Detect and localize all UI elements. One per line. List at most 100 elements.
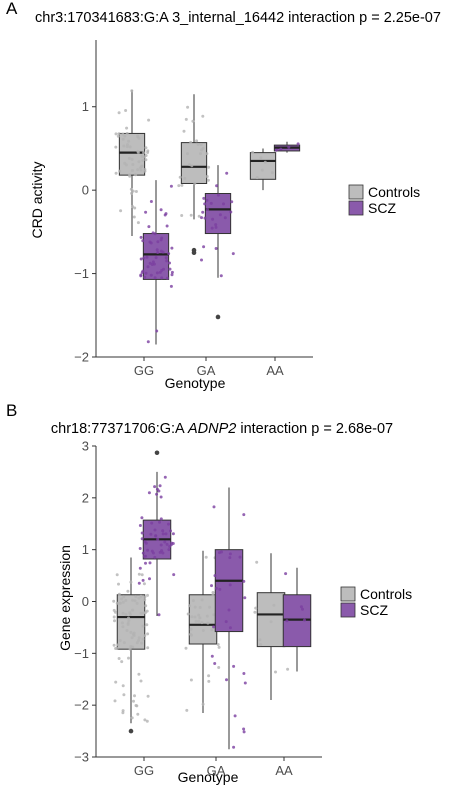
jitter-point: [122, 641, 126, 645]
jitter-point: [296, 142, 300, 146]
jitter-point: [157, 613, 161, 617]
jitter-point: [218, 587, 222, 591]
jitter-point: [144, 154, 148, 157]
jitter-point: [227, 608, 231, 612]
jitter-point: [121, 611, 125, 615]
jitter-point: [216, 643, 220, 646]
jitter-point: [140, 537, 144, 541]
jitter-point: [212, 505, 216, 509]
panel-b: B chr18:77371706:G:A ADNP2 interaction p…: [6, 401, 412, 785]
x-tick-label: GA: [207, 763, 226, 778]
outlier-point: [128, 728, 134, 734]
jitter-point: [193, 181, 197, 185]
jitter-point: [144, 561, 147, 565]
jitter-point: [220, 550, 223, 554]
jitter-point: [153, 555, 157, 559]
jitter-point: [155, 248, 159, 252]
jitter-point: [124, 163, 128, 167]
jitter-point: [211, 591, 215, 594]
jitter-point: [121, 137, 125, 141]
jitter-point: [190, 164, 194, 168]
jitter-point: [193, 605, 197, 609]
jitter-point: [272, 603, 276, 607]
jitter-point: [117, 582, 120, 586]
panel-label: B: [6, 401, 17, 420]
jitter-point: [163, 213, 167, 217]
y-tick-label: −2: [74, 350, 89, 365]
legend-key-scz: [348, 200, 364, 216]
legend-label-controls: Controls: [368, 184, 420, 200]
jitter-point: [260, 168, 264, 172]
y-axis-title: CRD activity: [29, 161, 45, 238]
jitter-point: [199, 152, 202, 156]
jitter-point: [167, 522, 170, 526]
jitter-point: [161, 551, 165, 555]
jitter-point: [205, 175, 209, 178]
jitter-point: [184, 646, 188, 650]
jitter-point: [131, 189, 135, 193]
jitter-point: [206, 178, 210, 182]
y-tick-label: 2: [82, 490, 89, 505]
jitter-point: [115, 573, 119, 577]
jitter-point: [269, 620, 273, 624]
jitter-point: [168, 267, 172, 271]
jitter-point: [251, 150, 255, 154]
jitter-point: [121, 711, 125, 715]
jitter-point: [126, 621, 130, 625]
jitter-point: [143, 718, 147, 722]
jitter-point: [112, 599, 116, 603]
jitter-point: [156, 537, 160, 541]
jitter-point: [201, 146, 205, 150]
jitter-point: [153, 485, 157, 489]
jitter-point: [279, 147, 283, 151]
jitter-point: [146, 646, 150, 650]
jitter-point: [161, 250, 165, 254]
y-tick-label: 0: [82, 594, 89, 609]
jitter-point: [123, 134, 127, 138]
jitter-point: [217, 666, 221, 669]
jitter-point: [206, 208, 209, 211]
jitter-point: [274, 670, 277, 674]
jitter-point: [149, 273, 153, 277]
jitter-point: [189, 678, 193, 682]
y-tick-label: 1: [82, 99, 89, 114]
jitter-point: [143, 275, 147, 279]
jitter-point: [177, 184, 181, 188]
jitter-point: [144, 146, 148, 150]
panel-a: A chr3:170341683:G:A 3_internal_16442 in…: [6, 0, 441, 391]
jitter-point: [216, 193, 220, 197]
jitter-point: [242, 727, 246, 731]
controls-box-aa: [249, 152, 277, 180]
jitter-point: [212, 613, 216, 617]
jitter-point: [200, 258, 203, 262]
jitter-point: [169, 284, 173, 288]
jitter-point: [160, 549, 164, 553]
jitter-point: [126, 589, 130, 593]
jitter-point: [121, 709, 125, 713]
jitter-point: [141, 624, 145, 628]
panel-label: A: [6, 0, 18, 18]
jitter-point: [113, 699, 117, 703]
jitter-point: [137, 596, 141, 600]
outlier-point: [191, 250, 197, 256]
jitter-point: [168, 261, 171, 265]
jitter-point: [186, 105, 190, 109]
jitter-point: [303, 618, 306, 622]
jitter-point: [136, 134, 140, 138]
jitter-point: [201, 210, 205, 214]
jitter-point: [141, 158, 145, 162]
jitter-point: [197, 214, 201, 218]
jitter-point: [129, 630, 133, 634]
jitter-point: [119, 209, 123, 213]
jitter-point: [228, 556, 232, 560]
jitter-point: [263, 160, 267, 164]
jitter-point: [231, 252, 235, 256]
jitter-point: [147, 225, 151, 229]
jitter-point: [146, 548, 150, 552]
jitter-point: [151, 231, 155, 235]
jitter-point: [214, 225, 218, 229]
jitter-point: [124, 613, 128, 617]
jitter-point: [146, 694, 150, 698]
jitter-point: [154, 256, 158, 260]
